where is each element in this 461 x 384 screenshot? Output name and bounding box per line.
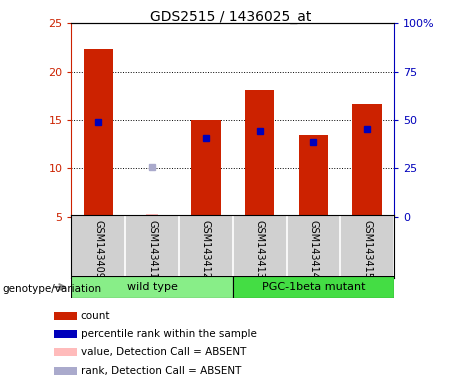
Text: GSM143414: GSM143414 bbox=[308, 220, 319, 279]
Text: GSM143412: GSM143412 bbox=[201, 220, 211, 279]
Bar bbox=[191, 120, 221, 217]
Bar bbox=[54, 330, 77, 338]
Bar bbox=[233, 276, 394, 298]
Text: value, Detection Call = ABSENT: value, Detection Call = ABSENT bbox=[81, 347, 246, 357]
Text: GSM143411: GSM143411 bbox=[147, 220, 157, 279]
Text: genotype/variation: genotype/variation bbox=[2, 284, 101, 294]
Bar bbox=[146, 214, 158, 217]
Bar bbox=[83, 49, 113, 217]
Text: GSM143415: GSM143415 bbox=[362, 220, 372, 279]
Bar bbox=[54, 367, 77, 375]
Bar bbox=[353, 104, 382, 217]
Bar bbox=[71, 276, 233, 298]
Bar bbox=[299, 134, 328, 217]
Bar bbox=[54, 312, 77, 319]
Bar bbox=[54, 348, 77, 356]
Text: GSM143409: GSM143409 bbox=[93, 220, 103, 279]
Text: percentile rank within the sample: percentile rank within the sample bbox=[81, 329, 256, 339]
Text: rank, Detection Call = ABSENT: rank, Detection Call = ABSENT bbox=[81, 366, 241, 376]
Text: wild type: wild type bbox=[127, 282, 177, 292]
Text: PGC-1beta mutant: PGC-1beta mutant bbox=[262, 282, 365, 292]
Text: GSM143413: GSM143413 bbox=[254, 220, 265, 279]
Bar bbox=[245, 90, 274, 217]
Text: count: count bbox=[81, 311, 110, 321]
Text: GDS2515 / 1436025_at: GDS2515 / 1436025_at bbox=[150, 10, 311, 23]
